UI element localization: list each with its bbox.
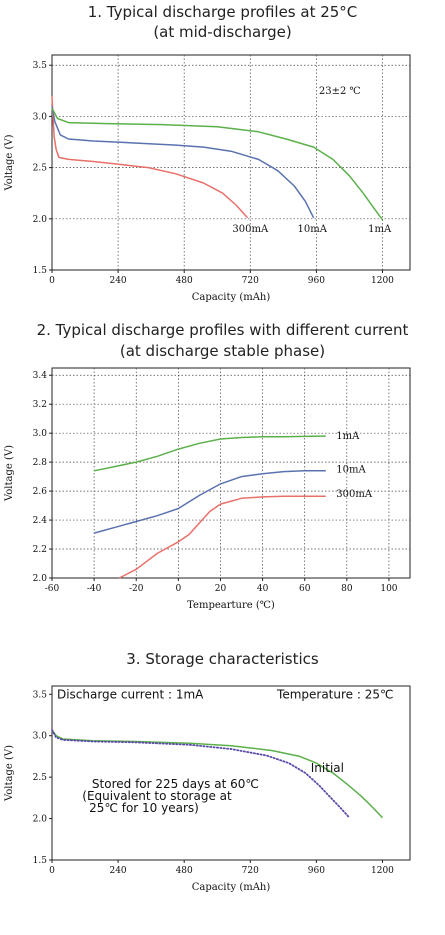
series-line-1ma bbox=[51, 107, 384, 221]
storage-note-line-3: 25℃ for 10 years) bbox=[89, 801, 199, 815]
y-tick-label: 2.0 bbox=[33, 215, 48, 225]
x-tick-label: 0 bbox=[49, 276, 55, 286]
series-label-1ma: 1mA bbox=[336, 431, 360, 442]
y-tick-label: 2.0 bbox=[33, 574, 48, 584]
y-tick-label: 1.5 bbox=[33, 856, 48, 866]
plot-frame bbox=[51, 685, 411, 861]
x-tick-label: 0 bbox=[175, 584, 181, 594]
x-tick-label: 720 bbox=[242, 866, 259, 876]
series-label-10ma: 10mA bbox=[336, 464, 366, 475]
y-tick-label: 3.4 bbox=[33, 371, 48, 381]
x-tick-label: 480 bbox=[176, 276, 193, 286]
x-tick-label: 720 bbox=[242, 276, 259, 286]
storage-note-line-2: (Equivalent to storage at bbox=[82, 789, 232, 803]
series-label-1ma: 1mA bbox=[368, 224, 392, 235]
x-tick-label: 1200 bbox=[371, 866, 394, 876]
x-tick-label: 960 bbox=[308, 276, 325, 286]
x-tick-label: 240 bbox=[109, 276, 126, 286]
temperature-annotation: 23±2 ℃ bbox=[319, 86, 361, 97]
chart-1-plot: 0 240 480 720 960 1200 1.5 2.0 2.5 3.0 3.5 Capacity… bbox=[4, 54, 411, 303]
x-tick-label: -20 bbox=[129, 584, 144, 594]
chart-2-plot: -60 -40 -20 0 20 40 60 80 100 2.0 2.2 2.4 2.6 2.8 3.0 3… bbox=[4, 367, 411, 611]
discharge-current-annotation: Discharge current : 1mA bbox=[57, 687, 204, 701]
series-label-300ma: 300mA bbox=[232, 224, 269, 235]
series-line-stored bbox=[51, 729, 351, 819]
chart-2-title: 2. Typical discharge profiles with diffe… bbox=[36, 321, 409, 339]
series-label-initial: Initial bbox=[311, 761, 344, 775]
y-tick-label: 3.5 bbox=[33, 61, 48, 71]
x-tick-label: 0 bbox=[49, 866, 55, 876]
y-tick-label: 2.4 bbox=[33, 516, 48, 526]
chart-3-title: 3. Storage characteristics bbox=[126, 650, 319, 668]
x-axis-label: Capacity (mAh) bbox=[192, 292, 271, 303]
y-tick-label: 1.5 bbox=[33, 266, 48, 276]
x-tick-label: -40 bbox=[87, 584, 102, 594]
series-line-1ma bbox=[93, 435, 326, 472]
y-tick-label: 2.2 bbox=[33, 545, 47, 555]
plot-frame bbox=[51, 54, 411, 271]
y-axis-label: Voltage (V) bbox=[4, 745, 15, 802]
y-tick-label: 3.5 bbox=[33, 690, 48, 700]
y-axis-label: Voltage (V) bbox=[4, 445, 15, 502]
chart-3-plot: 0 240 480 720 960 1200 1.5 2.0 2.5 3.0 3.5 Capacity… bbox=[4, 685, 411, 893]
series-line-initial bbox=[51, 729, 384, 819]
y-tick-label: 2.8 bbox=[33, 458, 48, 468]
y-axis-label: Voltage (V) bbox=[4, 134, 15, 191]
series-line-300ma bbox=[51, 95, 249, 219]
storage-note-line-1: Stored for 225 days at 60℃ bbox=[92, 777, 259, 791]
series-line-300ma bbox=[119, 495, 326, 579]
series-label-10ma: 10mA bbox=[298, 224, 328, 235]
series-line-10ma bbox=[51, 106, 315, 219]
x-tick-label: 960 bbox=[308, 866, 325, 876]
y-tick-label: 3.0 bbox=[33, 112, 48, 122]
plot-frame bbox=[51, 367, 411, 579]
y-tick-label: 3.0 bbox=[33, 732, 48, 742]
x-tick-label: 60 bbox=[299, 584, 311, 594]
x-tick-label: 480 bbox=[176, 866, 193, 876]
series-label-300ma: 300mA bbox=[336, 489, 373, 500]
x-axis-label: Capacity (mAh) bbox=[192, 882, 271, 893]
y-tick-label: 3.2 bbox=[33, 400, 47, 410]
y-tick-label: 2.5 bbox=[33, 164, 48, 174]
x-tick-label: 20 bbox=[215, 584, 227, 594]
chart-1-subtitle: (at mid-discharge) bbox=[153, 23, 292, 41]
temperature-annotation: Temperature : 25℃ bbox=[276, 687, 393, 701]
x-tick-label: 80 bbox=[341, 584, 353, 594]
x-tick-label: 100 bbox=[380, 584, 397, 594]
chart-1-title: 1. Typical discharge profiles at 25°C bbox=[87, 3, 358, 21]
chart-2-subtitle: (at discharge stable phase) bbox=[119, 342, 326, 360]
y-tick-label: 3.0 bbox=[33, 429, 48, 439]
x-tick-label: 40 bbox=[257, 584, 269, 594]
x-tick-label: 1200 bbox=[371, 276, 394, 286]
x-axis-label: Tempearture (℃) bbox=[187, 600, 275, 611]
x-tick-label: -60 bbox=[45, 584, 60, 594]
y-tick-label: 2.5 bbox=[33, 773, 48, 783]
y-tick-label: 2.6 bbox=[33, 487, 48, 497]
x-tick-label: 240 bbox=[109, 866, 126, 876]
y-tick-label: 2.0 bbox=[33, 815, 48, 825]
series-line-10ma bbox=[93, 470, 326, 534]
